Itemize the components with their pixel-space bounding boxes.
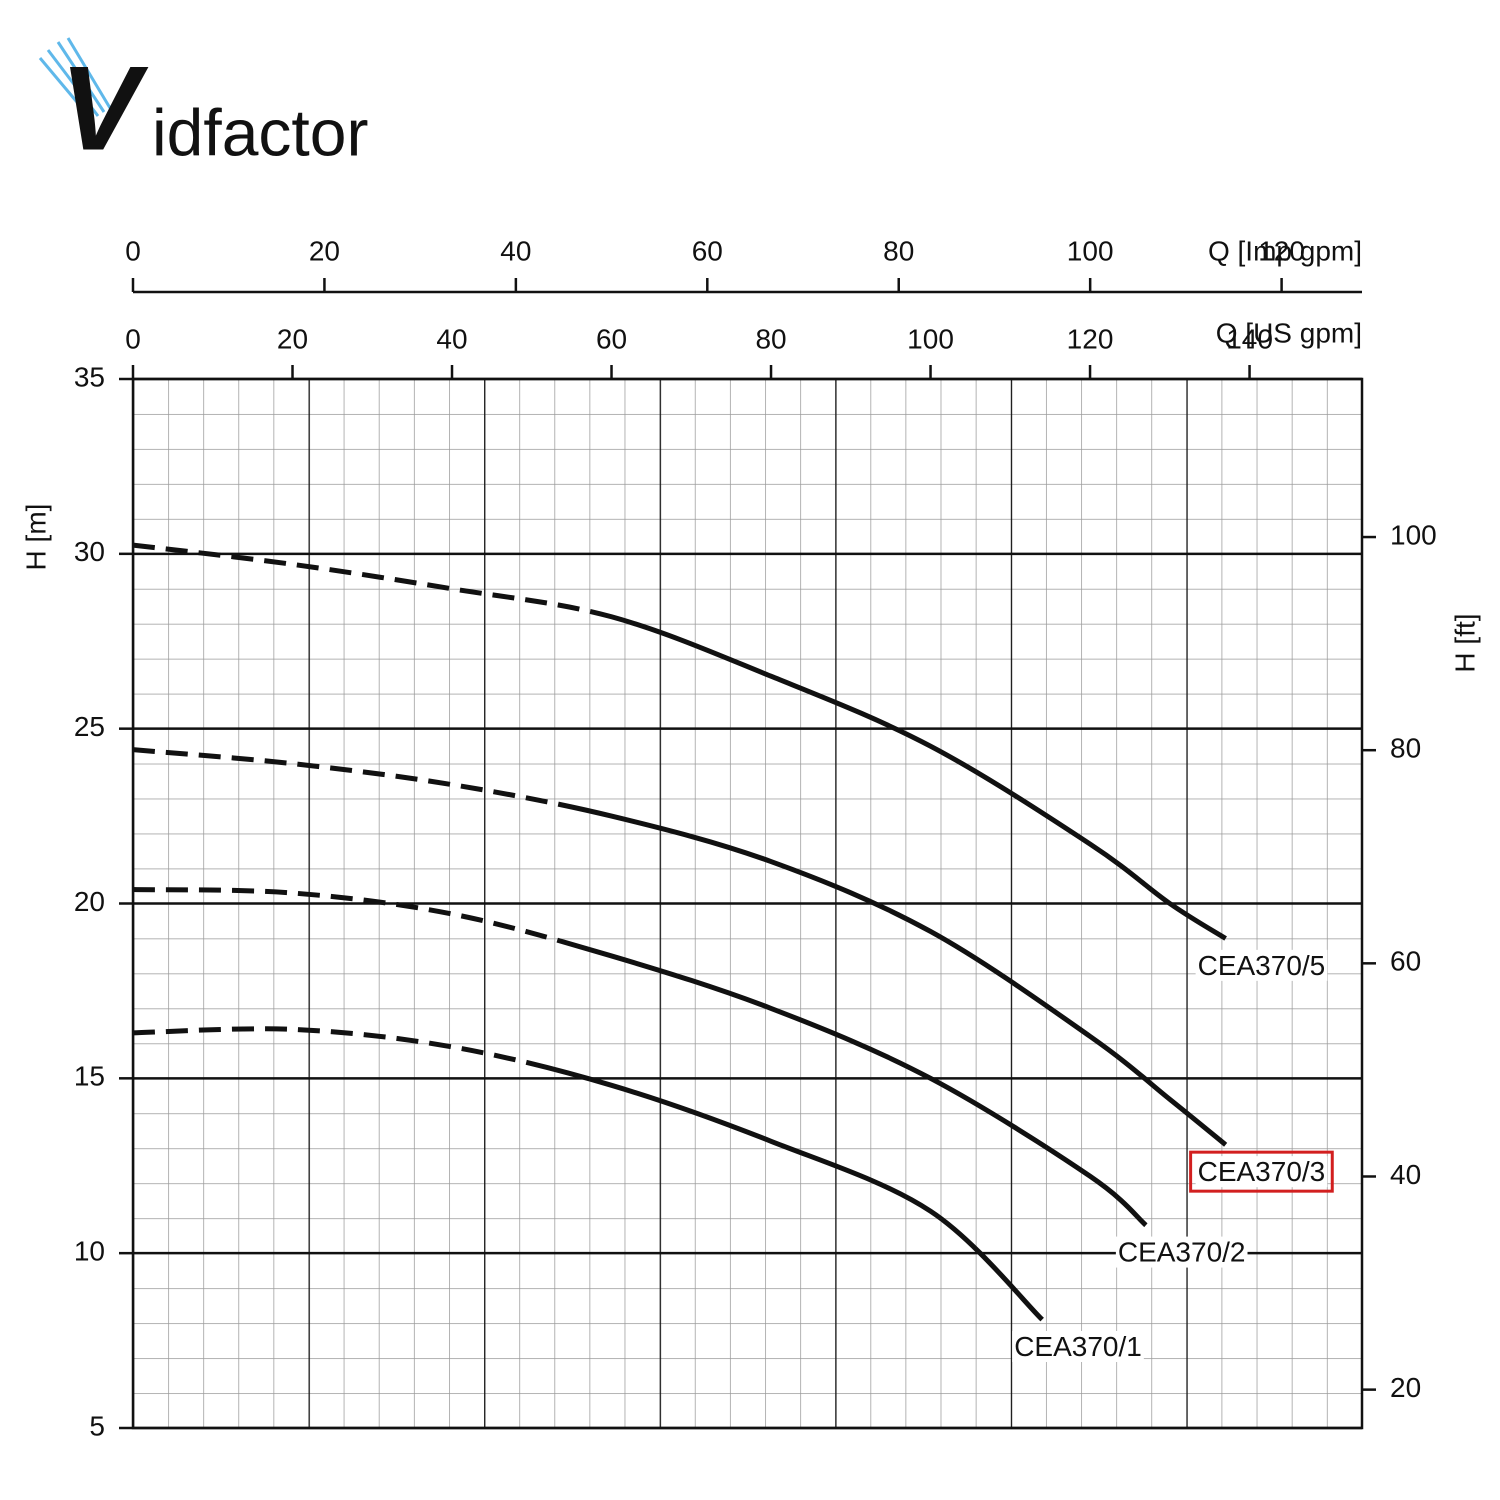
y-tick-label: 20 — [74, 886, 105, 917]
x2-tick-label: 60 — [692, 235, 723, 266]
x2-tick-label: 0 — [125, 235, 141, 266]
series-label: CEA370/3 — [1198, 1156, 1326, 1187]
logo: V idfactor — [38, 37, 368, 176]
label-background — [1012, 1330, 1144, 1362]
y2-tick-label: 80 — [1390, 733, 1421, 764]
y-tick-label: 25 — [74, 711, 105, 742]
x-tick-label: 40 — [436, 323, 467, 354]
curve — [132, 887, 1148, 1228]
series-label: CEA370/2 — [1118, 1237, 1246, 1268]
label-background — [1195, 949, 1328, 981]
curve — [132, 1026, 1044, 1322]
series-label: CEA370/5 — [1198, 950, 1326, 981]
y2-axis-label: H [ft] — [1449, 613, 1480, 672]
y2-tick-label: 100 — [1390, 519, 1437, 550]
y-axis-label: H [m] — [20, 504, 51, 571]
y2-tick-label: 40 — [1390, 1159, 1421, 1190]
curve — [132, 542, 1227, 941]
logo-streaks — [38, 37, 112, 121]
label-background — [1115, 1236, 1248, 1268]
x2-tick-label: 120 — [1258, 235, 1305, 266]
x-tick-label: 80 — [755, 323, 786, 354]
y-tick-label: 10 — [74, 1236, 105, 1267]
y-tick-label: 35 — [74, 361, 105, 392]
x-tick-label: 100 — [907, 323, 954, 354]
y-tick-label: 30 — [74, 536, 105, 567]
x-tick-label: 60 — [596, 323, 627, 354]
x2-tick-label: 100 — [1067, 235, 1114, 266]
x2-tick-label: 80 — [883, 235, 914, 266]
x-tick-label: 140 — [1226, 323, 1273, 354]
label-background — [1195, 1156, 1328, 1188]
logo-text: idfactor — [152, 95, 368, 169]
series-label: CEA370/1 — [1014, 1331, 1142, 1362]
x2-tick-label: 40 — [500, 235, 531, 266]
x2-axis-label: Q [Imp gpm] — [1208, 235, 1362, 266]
y2-tick-label: 60 — [1390, 946, 1421, 977]
x-axis-label: Q [US gpm] — [1216, 317, 1362, 348]
y-tick-label: 5 — [89, 1410, 105, 1441]
curve — [132, 747, 1228, 1147]
logo-initial: V — [60, 42, 149, 176]
x2-tick-label: 20 — [309, 235, 340, 266]
y-tick-label: 15 — [74, 1061, 105, 1092]
y2-tick-label: 20 — [1390, 1372, 1421, 1403]
label-highlight — [1189, 1150, 1334, 1193]
x-tick-label: 0 — [125, 323, 141, 354]
x-tick-label: 120 — [1067, 323, 1114, 354]
x-tick-label: 20 — [277, 323, 308, 354]
